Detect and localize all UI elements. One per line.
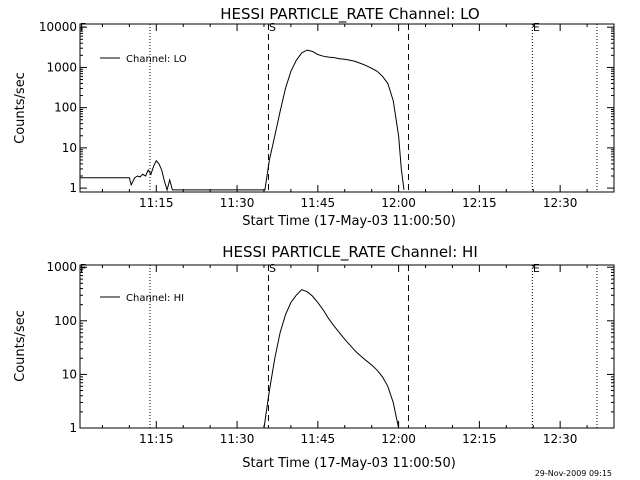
event-marker-label: E [533,262,540,275]
x-tick-label: 11:15 [139,196,174,210]
y-tick-label: 1 [69,421,77,435]
plot-frame [79,264,615,429]
x-tick-label: 11:30 [220,196,255,210]
x-axis-label-hi: Start Time (17-May-03 11:00:50) [242,456,456,471]
legend-label-hi: Channel: HI [126,293,184,304]
x-tick-label: 12:30 [543,432,578,446]
y-tick-label: 100 [54,314,77,328]
x-tick-label: 12:00 [381,432,416,446]
x-tick-label: 11:45 [301,432,336,446]
panel-lo: HESSI PARTICLE_RATE Channel: LO Start Ti… [13,5,615,229]
x-tick-label: 12:15 [462,432,497,446]
x-tick-label: 11:15 [139,432,174,446]
legend-label-lo: Channel: LO [126,54,187,65]
y-tick-label: 10 [62,367,77,381]
x-tick-label: 12:30 [543,196,578,210]
y-axis-label-lo: Counts/sec [13,72,28,144]
event-marker-label: E [533,21,540,34]
x-tick-label: 11:30 [220,432,255,446]
x-tick-label: 12:00 [381,196,416,210]
x-axis-label-lo: Start Time (17-May-03 11:00:50) [242,214,456,229]
series-line [80,49,405,192]
y-tick-label: 1000 [46,60,77,74]
event-marker-label: S [269,262,276,275]
y-tick-label: 1 [69,181,77,195]
y-tick-label: 100 [54,101,77,115]
event-marker-label: S [269,21,276,34]
chart-title-lo: HESSI PARTICLE_RATE Channel: LO [220,5,479,24]
corner-marker-hi: F [80,262,86,275]
y-tick-label: 10000 [39,20,77,34]
x-tick-label: 12:15 [462,196,497,210]
y-tick-label: 10 [62,141,77,155]
x-tick-label: 11:45 [301,196,336,210]
panel-hi: HESSI PARTICLE_RATE Channel: HI Start Ti… [13,243,615,471]
footer-timestamp: 29-Nov-2009 09:15 [535,469,612,478]
y-tick-label: 1000 [46,260,77,274]
chart-title-hi: HESSI PARTICLE_RATE Channel: HI [222,243,478,262]
series-line [263,289,400,429]
y-axis-label-hi: Counts/sec [13,310,28,382]
